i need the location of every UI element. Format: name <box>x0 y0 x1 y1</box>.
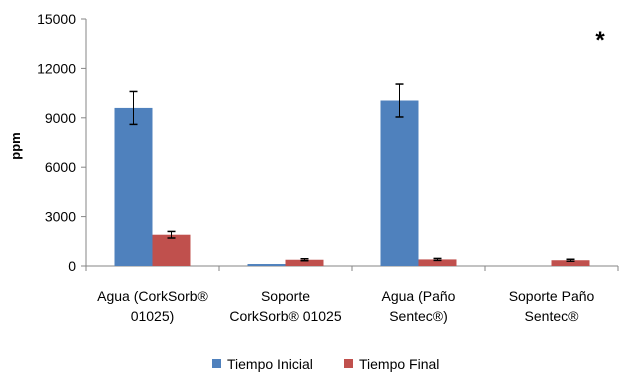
y-axis: 0 3000 6000 9000 12000 15000 <box>37 11 87 274</box>
y-tick-label: 3000 <box>45 209 76 225</box>
x-tick-label-line: Soporte Paño <box>509 288 595 304</box>
y-axis-label: ppm <box>8 132 23 159</box>
x-tick-label-line: CorkSorb® 01025 <box>229 308 341 324</box>
legend-label: Tiempo Inicial <box>227 356 313 372</box>
y-tick-label: 0 <box>68 258 76 274</box>
legend-swatch <box>212 359 221 368</box>
bar-tiempo-inicial <box>114 107 153 266</box>
legend-swatch <box>344 359 353 368</box>
bar-tiempo-inicial <box>380 100 419 266</box>
bar-tiempo-final <box>285 259 324 266</box>
x-tick-label: Soporte Paño Sentec® <box>509 288 595 324</box>
x-tick-label: Soporte CorkSorb® 01025 <box>229 288 341 324</box>
x-axis <box>85 265 619 271</box>
x-tick-label-line: Agua (Paño <box>382 288 456 304</box>
error-bars <box>129 83 575 262</box>
x-tick-label: Agua (Paño Sentec®) <box>382 288 456 324</box>
legend-label: Tiempo Final <box>359 356 439 372</box>
bar-tiempo-final <box>152 234 191 266</box>
y-tick-label: 15000 <box>37 11 76 27</box>
legend: Tiempo Inicial Tiempo Final <box>212 356 439 372</box>
x-tick-label-line: Sentec®) <box>389 308 448 324</box>
y-tick-label: 12000 <box>37 60 76 76</box>
bar-tiempo-final <box>418 259 457 266</box>
bars <box>114 100 590 266</box>
bar-tiempo-final <box>551 260 590 266</box>
x-tick-label-line: Soporte <box>261 288 310 304</box>
x-tick-label-line: Agua (CorkSorb® <box>97 288 208 304</box>
x-tick-label-line: 01025) <box>131 308 175 324</box>
y-tick-label: 6000 <box>45 159 76 175</box>
significance-asterisk: * <box>595 27 605 54</box>
bar-tiempo-inicial <box>247 264 286 266</box>
y-tick-label: 9000 <box>45 110 76 126</box>
x-tick-label-line: Sentec® <box>525 308 580 324</box>
category-labels: Agua (CorkSorb® 01025) Soporte CorkSorb® 01… <box>97 288 594 324</box>
x-tick-label: Agua (CorkSorb® 01025) <box>97 288 208 324</box>
